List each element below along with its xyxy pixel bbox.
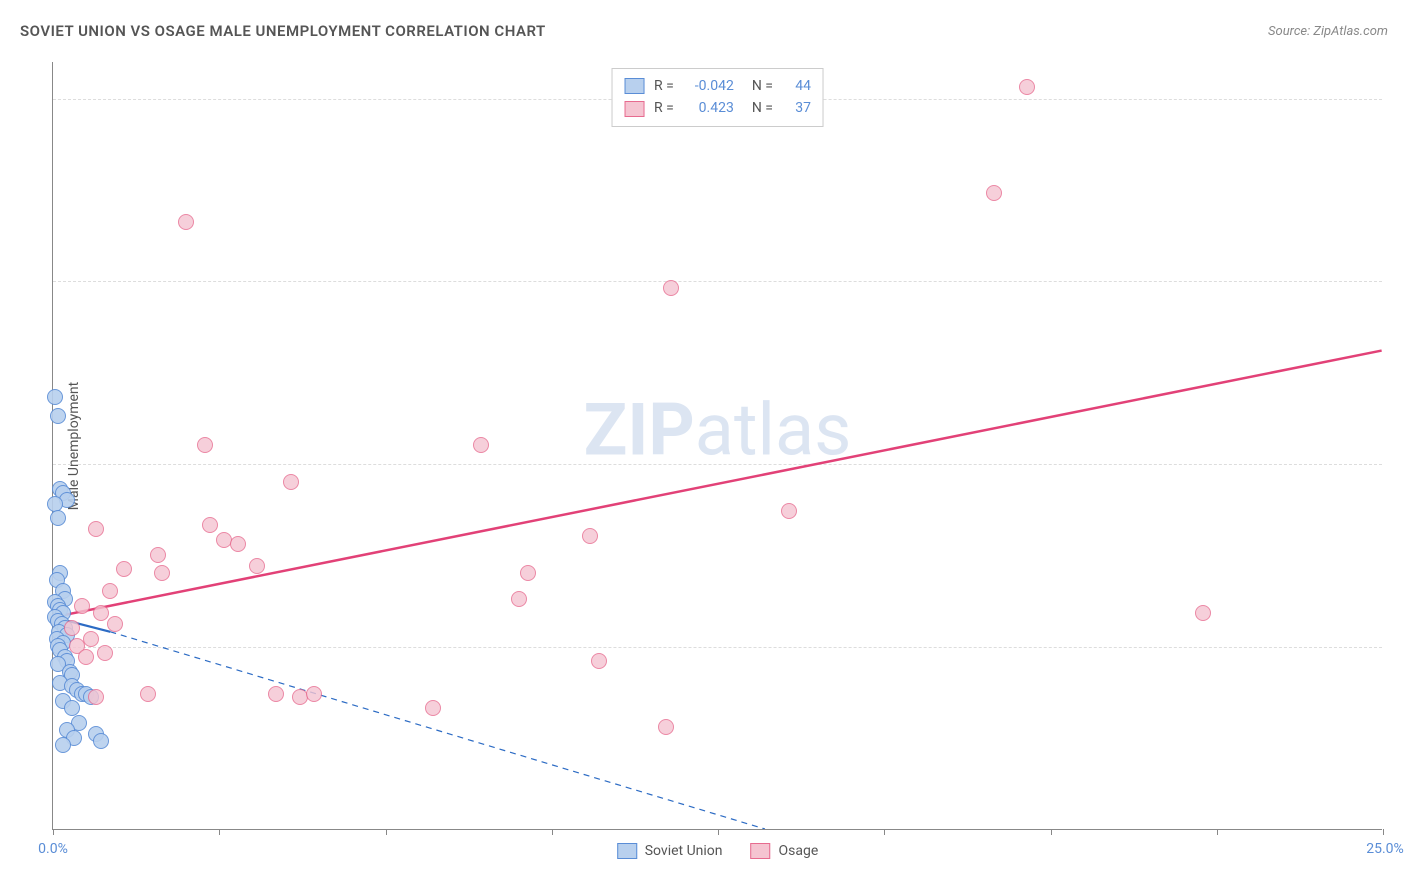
y-tick-label: 5.0% <box>1387 639 1406 655</box>
osage-point <box>658 719 674 735</box>
bottom-legend: Soviet Union Osage <box>617 843 819 859</box>
osage-point <box>1195 605 1211 621</box>
soviet-point <box>55 737 71 753</box>
x-tick <box>718 829 719 835</box>
n-value: 44 <box>783 75 811 97</box>
osage-swatch <box>751 843 771 859</box>
x-tick <box>53 829 54 835</box>
soviet-point <box>47 389 63 405</box>
osage-point <box>425 700 441 716</box>
osage-point <box>97 645 113 661</box>
soviet-point <box>50 408 66 424</box>
y-tick-label: 15.0% <box>1387 273 1406 289</box>
watermark-rest: atlas <box>695 388 852 473</box>
osage-point <box>268 686 284 702</box>
n-value: 37 <box>783 97 811 119</box>
osage-point <box>74 598 90 614</box>
legend-label: Soviet Union <box>645 843 723 859</box>
osage-point <box>520 565 536 581</box>
osage-point <box>473 437 489 453</box>
trend-line <box>53 351 1381 618</box>
gridline <box>53 464 1382 465</box>
osage-point <box>511 591 527 607</box>
y-tick-label: 20.0% <box>1387 91 1406 107</box>
osage-point <box>78 649 94 665</box>
r-label: R = <box>654 75 674 97</box>
y-tick-label: 10.0% <box>1387 456 1406 472</box>
osage-point <box>88 521 104 537</box>
osage-swatch <box>624 101 644 117</box>
osage-point <box>88 689 104 705</box>
stats-row-osage: R = 0.423 N = 37 <box>624 97 811 119</box>
soviet-point <box>93 733 109 749</box>
osage-point <box>781 503 797 519</box>
soviet-point <box>64 700 80 716</box>
gridline <box>53 647 1382 648</box>
osage-point <box>663 280 679 296</box>
osage-point <box>140 686 156 702</box>
n-label: N = <box>752 75 773 97</box>
legend-item-soviet: Soviet Union <box>617 843 723 859</box>
r-label: R = <box>654 97 674 119</box>
osage-point <box>249 558 265 574</box>
watermark-bold: ZIP <box>584 388 695 473</box>
osage-point <box>178 214 194 230</box>
r-value: -0.042 <box>684 75 734 97</box>
osage-point <box>107 616 123 632</box>
osage-point <box>283 474 299 490</box>
stats-legend: R = -0.042 N = 44 R = 0.423 N = 37 <box>611 68 824 127</box>
n-label: N = <box>752 97 773 119</box>
x-tick <box>884 829 885 835</box>
x-tick <box>552 829 553 835</box>
osage-point <box>116 561 132 577</box>
osage-point <box>93 605 109 621</box>
source-attribution: Source: ZipAtlas.com <box>1268 24 1388 39</box>
osage-point <box>102 583 118 599</box>
soviet-point <box>47 496 63 512</box>
x-tick <box>1383 829 1384 835</box>
soviet-point <box>50 510 66 526</box>
x-tick <box>386 829 387 835</box>
stats-row-soviet: R = -0.042 N = 44 <box>624 75 811 97</box>
plot-area: ZIPatlas 5.0%10.0%15.0%20.0% 0.0%25.0% R… <box>52 62 1382 830</box>
chart-title: SOVIET UNION VS OSAGE MALE UNEMPLOYMENT … <box>20 22 546 40</box>
watermark: ZIPatlas <box>584 388 852 473</box>
x-tick <box>1051 829 1052 835</box>
osage-point <box>64 620 80 636</box>
trend-lines-svg <box>53 62 1382 829</box>
legend-item-osage: Osage <box>751 843 819 859</box>
x-tick-label: 25.0% <box>1366 841 1404 857</box>
legend-label: Osage <box>779 843 819 859</box>
osage-point <box>591 653 607 669</box>
osage-point <box>202 517 218 533</box>
osage-point <box>1019 79 1035 95</box>
osage-point <box>230 536 246 552</box>
r-value: 0.423 <box>684 97 734 119</box>
osage-point <box>306 686 322 702</box>
soviet-swatch <box>617 843 637 859</box>
osage-point <box>986 185 1002 201</box>
osage-point <box>197 437 213 453</box>
gridline <box>53 281 1382 282</box>
osage-point <box>154 565 170 581</box>
soviet-swatch <box>624 78 644 94</box>
x-tick <box>219 829 220 835</box>
osage-point <box>582 528 598 544</box>
osage-point <box>83 631 99 647</box>
x-tick <box>1217 829 1218 835</box>
x-tick-label: 0.0% <box>38 841 68 857</box>
osage-point <box>150 547 166 563</box>
